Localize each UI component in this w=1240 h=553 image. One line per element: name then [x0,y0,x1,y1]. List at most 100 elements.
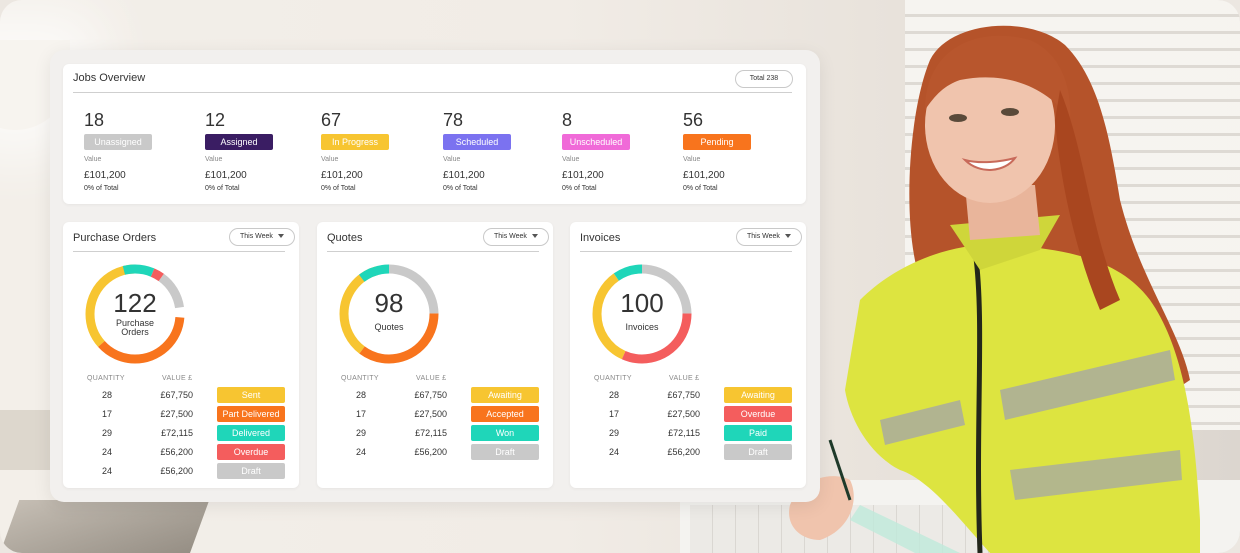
table-row[interactable]: 28 £67,750 Awaiting [570,386,806,404]
status-badge: Won [471,425,539,441]
status-badge: Overdue [724,406,792,422]
value: £27,500 [160,409,193,419]
column-header-quantity: QUANTITY [87,375,125,382]
donut-total: 98 [374,288,404,318]
quantity: 29 [101,428,112,438]
divider [73,92,792,93]
stat-count: 12 [205,110,226,130]
value-label: Value [205,156,223,163]
total-jobs-pill[interactable]: Total 238 [735,70,793,88]
quantity: 17 [608,409,619,419]
period-dropdown[interactable]: This Week [483,228,549,246]
jobs-overview-card: Jobs Overview Total 238 18 Unassigned Va… [63,64,806,204]
quantity: 17 [355,409,366,419]
quantity: 28 [355,390,366,400]
percent-of-total: 0% of Total [562,185,597,192]
status-badge: Delivered [217,425,285,441]
value-amount: £101,200 [683,170,725,181]
value-label: Value [443,156,461,163]
value-amount: £101,200 [205,170,247,181]
value: £27,500 [414,409,447,419]
table-row[interactable]: 24 £56,200 Draft [317,443,553,461]
donut-label: Orders [121,327,149,337]
period-label: This Week [494,233,527,240]
status-badge: Draft [471,444,539,460]
quantity: 28 [608,390,619,400]
column-header-quantity: QUANTITY [594,375,632,382]
table-row[interactable]: 28 £67,750 Awaiting [317,386,553,404]
status-badge: Unassigned [84,134,152,150]
value: £72,115 [161,428,193,438]
status-badge: Draft [217,463,285,479]
value: £56,200 [160,466,193,476]
table-row[interactable]: 24 £56,200 Overdue [63,443,299,461]
invoices-donut [592,264,692,364]
status-badge: In Progress [321,134,389,150]
donut-segment-accepted [339,264,439,364]
donut-segment-paid [592,264,692,364]
status-badge: Unscheduled [562,134,630,150]
stat-assigned[interactable]: 12 Assigned Value £101,200 0% of Total [205,110,315,192]
column-header-value: VALUE £ [416,375,447,382]
status-badge: Overdue [217,444,285,460]
caret-down-icon [531,234,538,239]
stat-count: 78 [443,110,464,130]
stat-unassigned[interactable]: 18 Unassigned Value £101,200 0% of Total [84,110,194,192]
stat-count: 8 [562,110,573,130]
percent-of-total: 0% of Total [84,185,119,192]
status-badge: Awaiting [724,387,792,403]
jobs-overview-title: Jobs Overview [73,72,146,84]
stat-in-progress[interactable]: 67 In Progress Value £101,200 0% of Tota… [321,110,431,192]
value: £56,200 [667,447,700,457]
donut-segment-awaiting [592,264,692,364]
donut-total: 122 [113,288,157,318]
status-badge: Assigned [205,134,273,150]
value: £67,750 [160,390,193,400]
table-row[interactable]: 17 £27,500 Overdue [570,405,806,423]
caret-down-icon [784,234,791,239]
dashboard-panel: Jobs Overview Total 238 18 Unassigned Va… [50,50,820,502]
stat-pending[interactable]: 56 Pending Value £101,200 0% of Total [683,110,793,192]
table-row[interactable]: 17 £27,500 Accepted [317,405,553,423]
divider [580,251,792,252]
invoices-title: Invoices [580,232,621,244]
percent-of-total: 0% of Total [683,185,718,192]
quantity: 24 [101,447,112,457]
stat-count: 18 [84,110,105,130]
stat-unscheduled[interactable]: 8 Unscheduled Value £101,200 0% of Total [562,110,672,192]
divider [327,251,539,252]
column-header-value: VALUE £ [162,375,193,382]
quotes-title: Quotes [327,232,363,244]
status-badge: Accepted [471,406,539,422]
value-label: Value [683,156,701,163]
percent-of-total: 0% of Total [321,185,356,192]
value-label: Value [84,156,102,163]
value-amount: £101,200 [84,170,126,181]
donut-total: 100 [620,288,664,318]
percent-of-total: 0% of Total [205,185,240,192]
donut-label: Purchase [115,318,155,328]
value: £67,750 [414,390,447,400]
value-amount: £101,200 [321,170,363,181]
status-badge: Paid [724,425,792,441]
stat-count: 67 [321,110,342,130]
table-row[interactable]: 24 £56,200 Draft [570,443,806,461]
value: £27,500 [667,409,700,419]
table-row[interactable]: 17 £27,500 Part Delivered [63,405,299,423]
purchase-orders-title: Purchase Orders [73,232,157,244]
status-badge: Scheduled [443,134,511,150]
table-row[interactable]: 29 £72,115 Delivered [63,424,299,442]
period-dropdown[interactable]: This Week [736,228,802,246]
invoices-card: Invoices This Week 100 Invoices QUANTITY… [570,222,806,488]
quantity: 29 [608,428,619,438]
table-row[interactable]: 29 £72,115 Won [317,424,553,442]
stat-scheduled[interactable]: 78 Scheduled Value £101,200 0% of Total [443,110,553,192]
period-dropdown[interactable]: This Week [229,228,295,246]
table-row[interactable]: 29 £72,115 Paid [570,424,806,442]
table-row[interactable]: 28 £67,750 Sent [63,386,299,404]
table-row[interactable]: 24 £56,200 Draft [63,462,299,480]
donut-segment-won [339,264,439,364]
donut-segment-overdue [592,264,692,364]
status-badge: Pending [683,134,751,150]
